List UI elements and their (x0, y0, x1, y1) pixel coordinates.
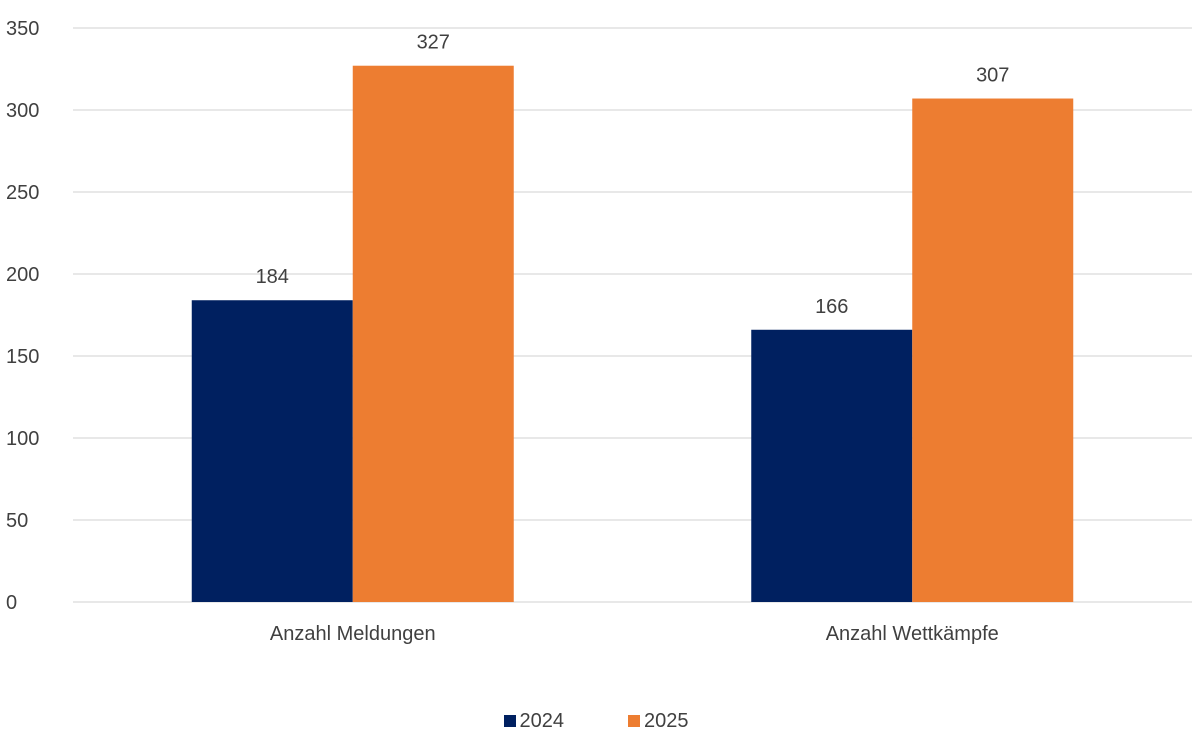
x-axis-category-labels: Anzahl Meldungen Anzahl Wettkämpfe (270, 623, 999, 645)
legend-label: 2024 (519, 710, 565, 732)
data-label: 307 (976, 65, 1009, 87)
bars (191, 65, 1074, 603)
legend-swatch (628, 715, 640, 727)
y-tick-label: 100 (6, 428, 39, 450)
data-labels: 184 327 166 307 (256, 32, 1010, 318)
bar-chart: 0 50 100 150 200 250 300 350 184 327 166 307 Anzah… (6, 18, 1192, 645)
y-tick-label: 0 (6, 592, 17, 614)
bar-2025-0 (352, 65, 514, 603)
legend-item: 2025 (628, 709, 689, 733)
y-tick-label: 250 (6, 182, 39, 204)
bar-2025-1 (912, 98, 1074, 603)
y-axis-tick-labels: 0 50 100 150 200 250 300 350 (6, 18, 39, 614)
legend-label: 2025 (644, 710, 689, 732)
category-label: Anzahl Wettkämpfe (826, 623, 999, 645)
bar-2024-1 (751, 329, 913, 602)
legend: 2024 2025 (0, 709, 1192, 733)
data-label: 166 (815, 296, 848, 318)
y-tick-label: 150 (6, 346, 39, 368)
y-tick-label: 50 (6, 510, 28, 532)
y-tick-label: 200 (6, 264, 39, 286)
legend-item: 2024 (503, 709, 565, 733)
data-label: 184 (256, 266, 289, 288)
data-label: 327 (417, 32, 450, 54)
y-tick-label: 300 (6, 100, 39, 122)
bar-2024-0 (191, 300, 353, 602)
y-tick-label: 350 (6, 18, 39, 40)
category-label: Anzahl Meldungen (270, 623, 436, 645)
legend-swatch (503, 715, 516, 727)
